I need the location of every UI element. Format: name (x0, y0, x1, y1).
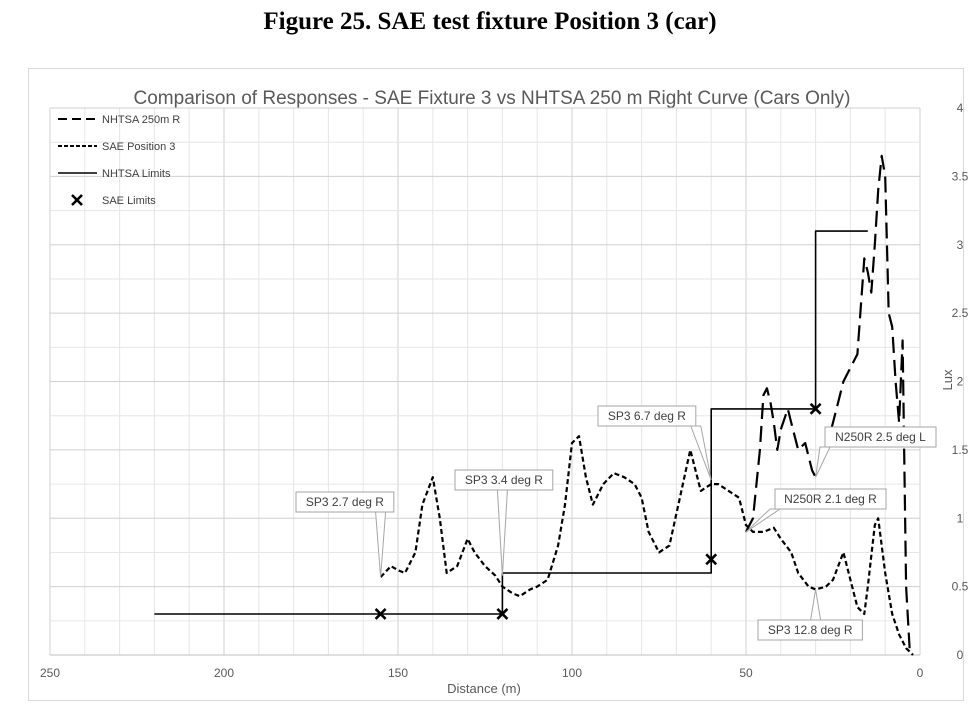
annotation-text: N250R 2.5 deg L (835, 430, 926, 444)
x-axis-label: Distance (m) (447, 681, 521, 696)
annotation-callout: N250R 2.1 deg R (745, 488, 887, 533)
sae-limit-marker (374, 608, 387, 620)
y-tick-label: 1 (957, 511, 964, 525)
legend-label: NHTSA Limits (102, 168, 171, 180)
y-axis-label: Lux (940, 369, 955, 390)
annotation-box (774, 488, 887, 510)
tick-labels: 250 200 150 100 50 0 0 0.5 1 1.5 2 2.5 3 3.5 4 (40, 101, 969, 680)
annotation-leader (690, 425, 712, 481)
annotation-leader (496, 489, 508, 576)
x-tick-label: 150 (388, 666, 408, 680)
annotation-box (295, 491, 395, 513)
legend-item: SAE Position 3 (58, 141, 175, 153)
series-layer (154, 154, 914, 656)
sae-limit-marker (705, 553, 718, 566)
y-tick-label: 3 (957, 238, 964, 252)
annotation-text: SP3 2.7 deg R (306, 495, 384, 509)
legend-item: NHTSA Limits (58, 168, 171, 180)
sae-limit-marker (809, 402, 822, 415)
annotation-callout: SP3 6.7 deg R (597, 405, 712, 481)
y-tick-label: 3.5 (952, 169, 969, 183)
legend-item: NHTSA 250m R (58, 114, 180, 126)
annotation-box (597, 405, 697, 427)
annotation-box (454, 469, 554, 491)
annotation-callout: N250R 2.5 deg L (815, 426, 937, 478)
annotation-leader (375, 511, 387, 578)
figure-title: Figure 25. SAE test fixture Position 3 (… (263, 8, 717, 35)
legend-item: SAE Limits (71, 194, 156, 207)
annotation-text: SP3 6.7 deg R (608, 409, 686, 423)
x-tick-label: 0 (917, 666, 924, 680)
sae-limit-marker (496, 608, 509, 620)
legend-marker-x (71, 194, 83, 206)
annotation-text: N250R 2.1 deg R (784, 492, 877, 506)
grid-lines (49, 107, 921, 656)
y-tick-label: 0.5 (952, 580, 969, 594)
x-tick-label: 250 (40, 666, 60, 680)
chart-frame (28, 68, 964, 701)
annotation-box (824, 426, 937, 448)
y-tick-label: 2 (957, 375, 964, 389)
series-line-sae-position-3 (379, 435, 914, 656)
x-tick-label: 100 (562, 666, 582, 680)
legend-label: SAE Position 3 (102, 141, 175, 153)
x-tick-label: 50 (739, 666, 753, 680)
annotation-layer: SP3 2.7 deg R SP3 3.4 deg R SP3 6.7 deg R N… (295, 405, 937, 641)
series-line-nhtsa-limits (154, 230, 868, 615)
legend-label: NHTSA 250m R (102, 114, 180, 126)
annotation-callout: SP3 2.7 deg R (295, 491, 395, 578)
annotation-leader (810, 589, 822, 621)
annotation-leader (815, 446, 831, 478)
annotation-callout: SP3 3.4 deg R (454, 469, 554, 576)
y-tick-label: 1.5 (952, 443, 969, 457)
y-tick-label: 4 (957, 101, 964, 115)
series-line-nhtsa-250m-r (745, 154, 911, 649)
y-tick-label: 0 (957, 648, 964, 662)
annotation-box (757, 619, 863, 641)
annotation-text: SP3 3.4 deg R (465, 473, 543, 487)
legend-label: SAE Limits (102, 195, 156, 207)
chart-title: Comparison of Responses - SAE Fixture 3 … (134, 88, 851, 109)
y-tick-label: 2.5 (952, 306, 969, 320)
annotation-callout: SP3 12.8 deg R (757, 589, 863, 641)
x-tick-label: 200 (214, 666, 234, 680)
legend: NHTSA 250m R SAE Position 3 NHTSA Limits SA… (58, 114, 180, 207)
annotation-text: SP3 12.8 deg R (768, 623, 853, 637)
